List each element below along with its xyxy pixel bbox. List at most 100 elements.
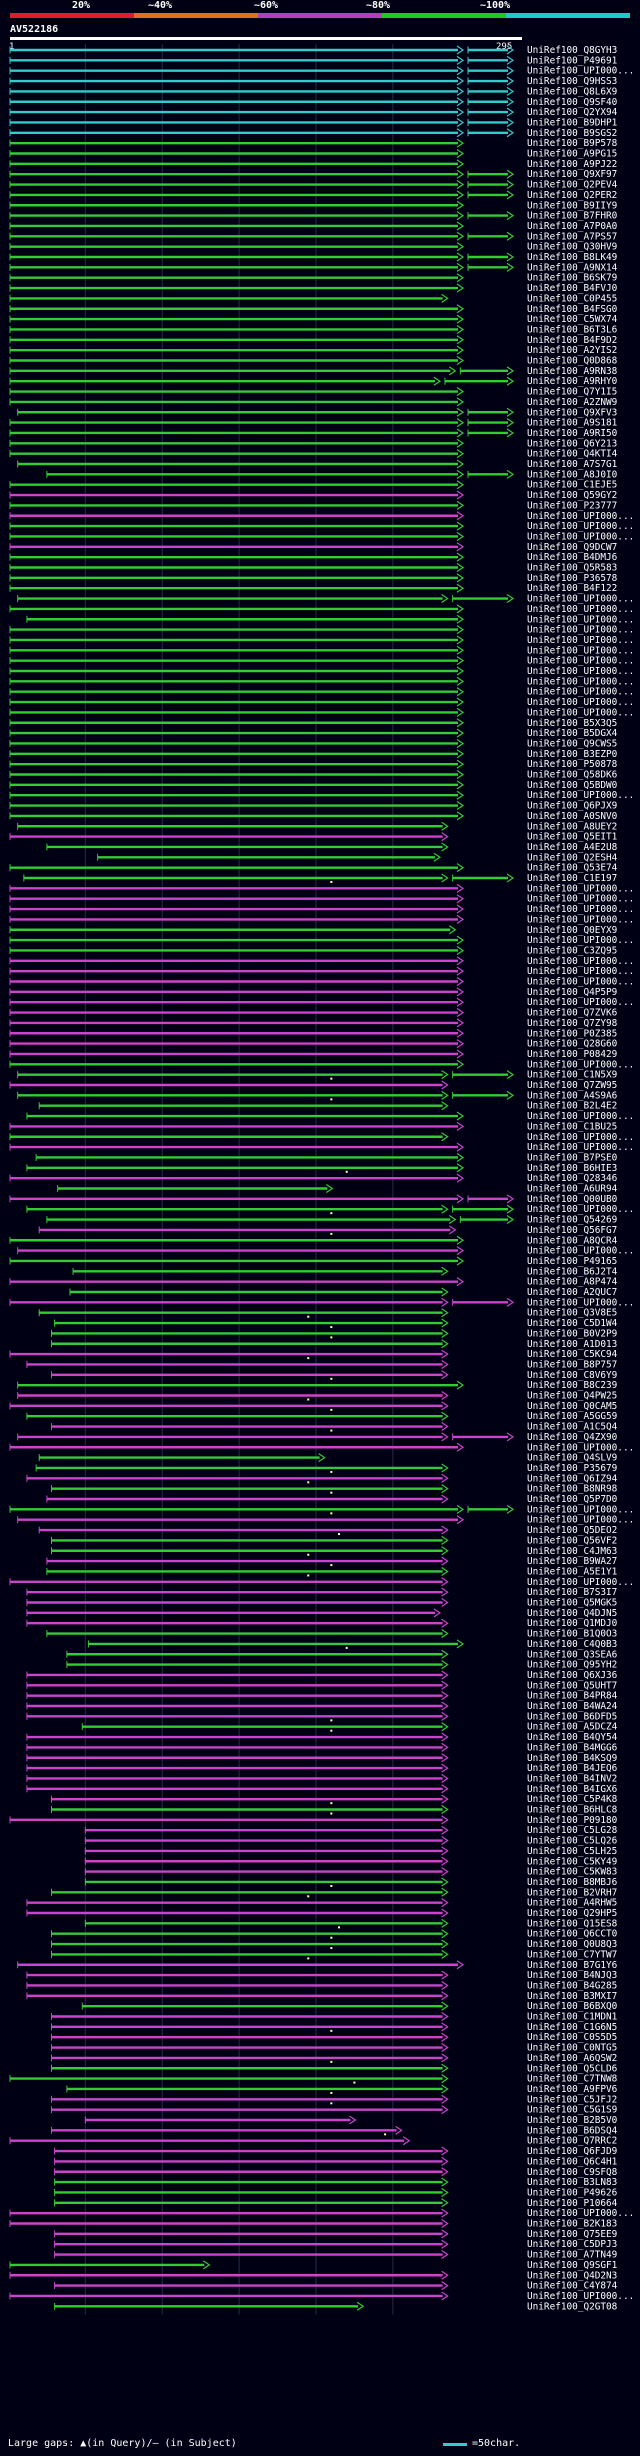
- hit-row[interactable]: UniRef100_C1MDN1: [51, 2012, 618, 2023]
- hit-row[interactable]: UniRef100_UPI000...: [9, 2291, 634, 2302]
- hit-row[interactable]: UniRef100_B5DGX4: [9, 728, 618, 739]
- hit-row[interactable]: UniRef100_C8V6Y9: [51, 1370, 618, 1381]
- hit-row[interactable]: UniRef100_A6UR94: [57, 1184, 618, 1195]
- hit-row[interactable]: UniRef100_Q5CLD6: [51, 2063, 618, 2074]
- hit-row[interactable]: UniRef100_C5KW83: [84, 1867, 617, 1878]
- hit-row[interactable]: UniRef100_A5E1Y1: [46, 1566, 618, 1577]
- hit-row[interactable]: UniRef100_P23777: [9, 500, 617, 511]
- hit-row[interactable]: UniRef100_B6SK79: [9, 273, 618, 284]
- hit-row[interactable]: UniRef100_B7FHR0: [9, 211, 618, 222]
- hit-row[interactable]: UniRef100_A4RHW5: [26, 1898, 617, 1909]
- hit-row[interactable]: UniRef100_C4Y874: [54, 2281, 618, 2292]
- hit-row[interactable]: UniRef100_Q4SLV9: [38, 1453, 618, 1464]
- hit-row[interactable]: UniRef100_C5G1S9: [51, 2105, 618, 2116]
- hit-row[interactable]: UniRef100_Q6FJD9: [54, 2146, 618, 2157]
- hit-row[interactable]: UniRef100_B4NJQ3: [26, 1970, 617, 1981]
- hit-row[interactable]: UniRef100_A2ZNW9: [9, 397, 618, 408]
- hit-row[interactable]: UniRef100_P08429: [9, 1049, 618, 1060]
- hit-row[interactable]: UniRef100_UPI000...: [17, 1515, 635, 1526]
- hit-row[interactable]: UniRef100_UPI000...: [9, 883, 634, 894]
- hit-row[interactable]: UniRef100_C1N5X9: [17, 1070, 618, 1081]
- hit-row[interactable]: UniRef100_B4DMJ6: [9, 552, 618, 563]
- hit-row[interactable]: UniRef100_A1C5Q4: [51, 1422, 618, 1433]
- hit-row[interactable]: UniRef100_Q7RRC2: [9, 2136, 617, 2147]
- hit-row[interactable]: UniRef100_UPI000...: [9, 531, 634, 542]
- hit-row[interactable]: UniRef100_A1D013: [51, 1339, 618, 1350]
- hit-row[interactable]: UniRef100_B7G1Y6: [17, 1960, 618, 1971]
- hit-row[interactable]: UniRef100_UPI000...: [9, 1504, 634, 1515]
- hit-row[interactable]: UniRef100_UPI000...: [9, 1297, 634, 1308]
- hit-row[interactable]: UniRef100_B6DFD5: [26, 1711, 617, 1722]
- hit-row[interactable]: UniRef100_B9DHP1: [9, 117, 618, 128]
- hit-row[interactable]: UniRef100_Q6IZ94: [26, 1473, 618, 1484]
- hit-row[interactable]: UniRef100_B4F9D2: [9, 335, 617, 346]
- hit-row[interactable]: UniRef100_C7YTW7: [51, 1949, 618, 1960]
- hit-row[interactable]: UniRef100_B3EZP0: [9, 749, 618, 760]
- hit-row[interactable]: UniRef100_Q2GT08: [54, 2301, 618, 2312]
- hit-row[interactable]: UniRef100_UPI000...: [26, 1204, 634, 1215]
- hit-row[interactable]: UniRef100_A9RN38: [9, 366, 618, 377]
- hit-row[interactable]: UniRef100_B8LK49: [9, 252, 618, 263]
- hit-row[interactable]: UniRef100_C5KY49: [84, 1856, 618, 1867]
- hit-row[interactable]: UniRef100_Q1MDJ0: [26, 1618, 618, 1629]
- hit-row[interactable]: UniRef100_UPI000...: [9, 645, 634, 656]
- hit-row[interactable]: UniRef100_Q9SGF1: [9, 2260, 618, 2271]
- hit-row[interactable]: UniRef100_P50878: [9, 759, 618, 770]
- hit-row[interactable]: UniRef100_A7TN49: [54, 2250, 618, 2261]
- hit-row[interactable]: UniRef100_Q5BDW0: [9, 780, 618, 791]
- hit-row[interactable]: UniRef100_Q56VF2: [51, 1535, 618, 1546]
- hit-row[interactable]: UniRef100_A2QUC7: [69, 1287, 617, 1298]
- hit-row[interactable]: UniRef100_B4MGG6: [26, 1742, 618, 1753]
- hit-row[interactable]: UniRef100_A9NX14: [9, 262, 618, 273]
- hit-row[interactable]: UniRef100_A9S181: [9, 418, 618, 429]
- hit-row[interactable]: UniRef100_C5LQ26: [84, 1836, 618, 1847]
- hit-row[interactable]: UniRef100_UPI000...: [9, 656, 634, 667]
- hit-row[interactable]: UniRef100_A0SNV0: [9, 811, 618, 822]
- hit-row[interactable]: UniRef100_C5KC94: [9, 1349, 618, 1360]
- hit-row[interactable]: UniRef100_B4G285: [26, 1980, 617, 1991]
- hit-row[interactable]: UniRef100_Q29HP5: [26, 1908, 617, 1919]
- hit-row[interactable]: UniRef100_Q9SF40: [9, 97, 618, 108]
- hit-row[interactable]: UniRef100_A7S7G1: [17, 459, 618, 470]
- hit-row[interactable]: UniRef100_A9PJ22: [9, 159, 617, 170]
- hit-row[interactable]: UniRef100_UPI000...: [9, 2208, 634, 2219]
- hit-row[interactable]: UniRef100_A2YIS2: [9, 345, 617, 356]
- hit-row[interactable]: UniRef100_Q5R583: [9, 563, 617, 574]
- hit-row[interactable]: UniRef100_UPI000...: [26, 1111, 634, 1122]
- hit-row[interactable]: UniRef100_P49691: [9, 55, 618, 66]
- hit-row[interactable]: UniRef100_B4INV2: [26, 1773, 617, 1784]
- hit-row[interactable]: UniRef100_P10664: [54, 2198, 618, 2209]
- hit-row[interactable]: UniRef100_B0V2P9: [51, 1328, 618, 1339]
- hit-row[interactable]: UniRef100_Q0EYX9: [9, 925, 618, 936]
- hit-row[interactable]: UniRef100_C1BU25: [9, 1121, 617, 1132]
- hit-row[interactable]: UniRef100_UPI000...: [9, 1132, 634, 1143]
- hit-row[interactable]: UniRef100_Q9HSS3: [9, 76, 617, 87]
- hit-row[interactable]: UniRef100_UPI000...: [9, 914, 634, 925]
- hit-row[interactable]: UniRef100_P36578: [9, 573, 618, 584]
- hit-row[interactable]: UniRef100_Q4D2N3: [9, 2270, 617, 2281]
- hit-row[interactable]: UniRef100_Q4P5P9: [9, 987, 618, 998]
- hit-row[interactable]: UniRef100_Q6Y213: [9, 438, 617, 449]
- hit-row[interactable]: UniRef100_B6DSQ4: [51, 2125, 618, 2136]
- hit-row[interactable]: UniRef100_C1EJE5: [9, 480, 617, 491]
- hit-row[interactable]: UniRef100_C3ZQ95: [9, 945, 617, 956]
- hit-row[interactable]: UniRef100_C9SFQ8: [54, 2167, 618, 2178]
- hit-row[interactable]: UniRef100_Q28G60: [9, 1039, 618, 1050]
- hit-row[interactable]: UniRef100_B4IGX6: [26, 1784, 618, 1795]
- hit-row[interactable]: UniRef100_Q3SEA6: [66, 1649, 618, 1660]
- hit-row[interactable]: UniRef100_Q53E74: [9, 863, 618, 874]
- hit-row[interactable]: UniRef100_B7S3I7: [26, 1587, 617, 1598]
- hit-row[interactable]: UniRef100_B2K183: [9, 2219, 617, 2230]
- hit-row[interactable]: UniRef100_Q2PEV4: [9, 180, 618, 191]
- hit-row[interactable]: UniRef100_B1Q0O3: [46, 1629, 617, 1640]
- hit-row[interactable]: UniRef100_C0S5D5: [51, 2032, 618, 2043]
- hit-row[interactable]: UniRef100_UPI000...: [9, 676, 634, 687]
- hit-row[interactable]: UniRef100_Q5EIT1: [9, 832, 618, 843]
- hit-row[interactable]: UniRef100_P09180: [9, 1815, 618, 1826]
- hit-row[interactable]: UniRef100_A8J0I0: [46, 469, 618, 480]
- hit-row[interactable]: UniRef100_C0P455: [9, 293, 617, 304]
- hit-row[interactable]: UniRef100_Q6CCT0: [51, 1929, 618, 1940]
- hit-row[interactable]: UniRef100_UPI000...: [9, 521, 634, 532]
- hit-row[interactable]: UniRef100_C5D1W4: [54, 1318, 618, 1329]
- hit-row[interactable]: UniRef100_Q2YX94: [9, 107, 618, 118]
